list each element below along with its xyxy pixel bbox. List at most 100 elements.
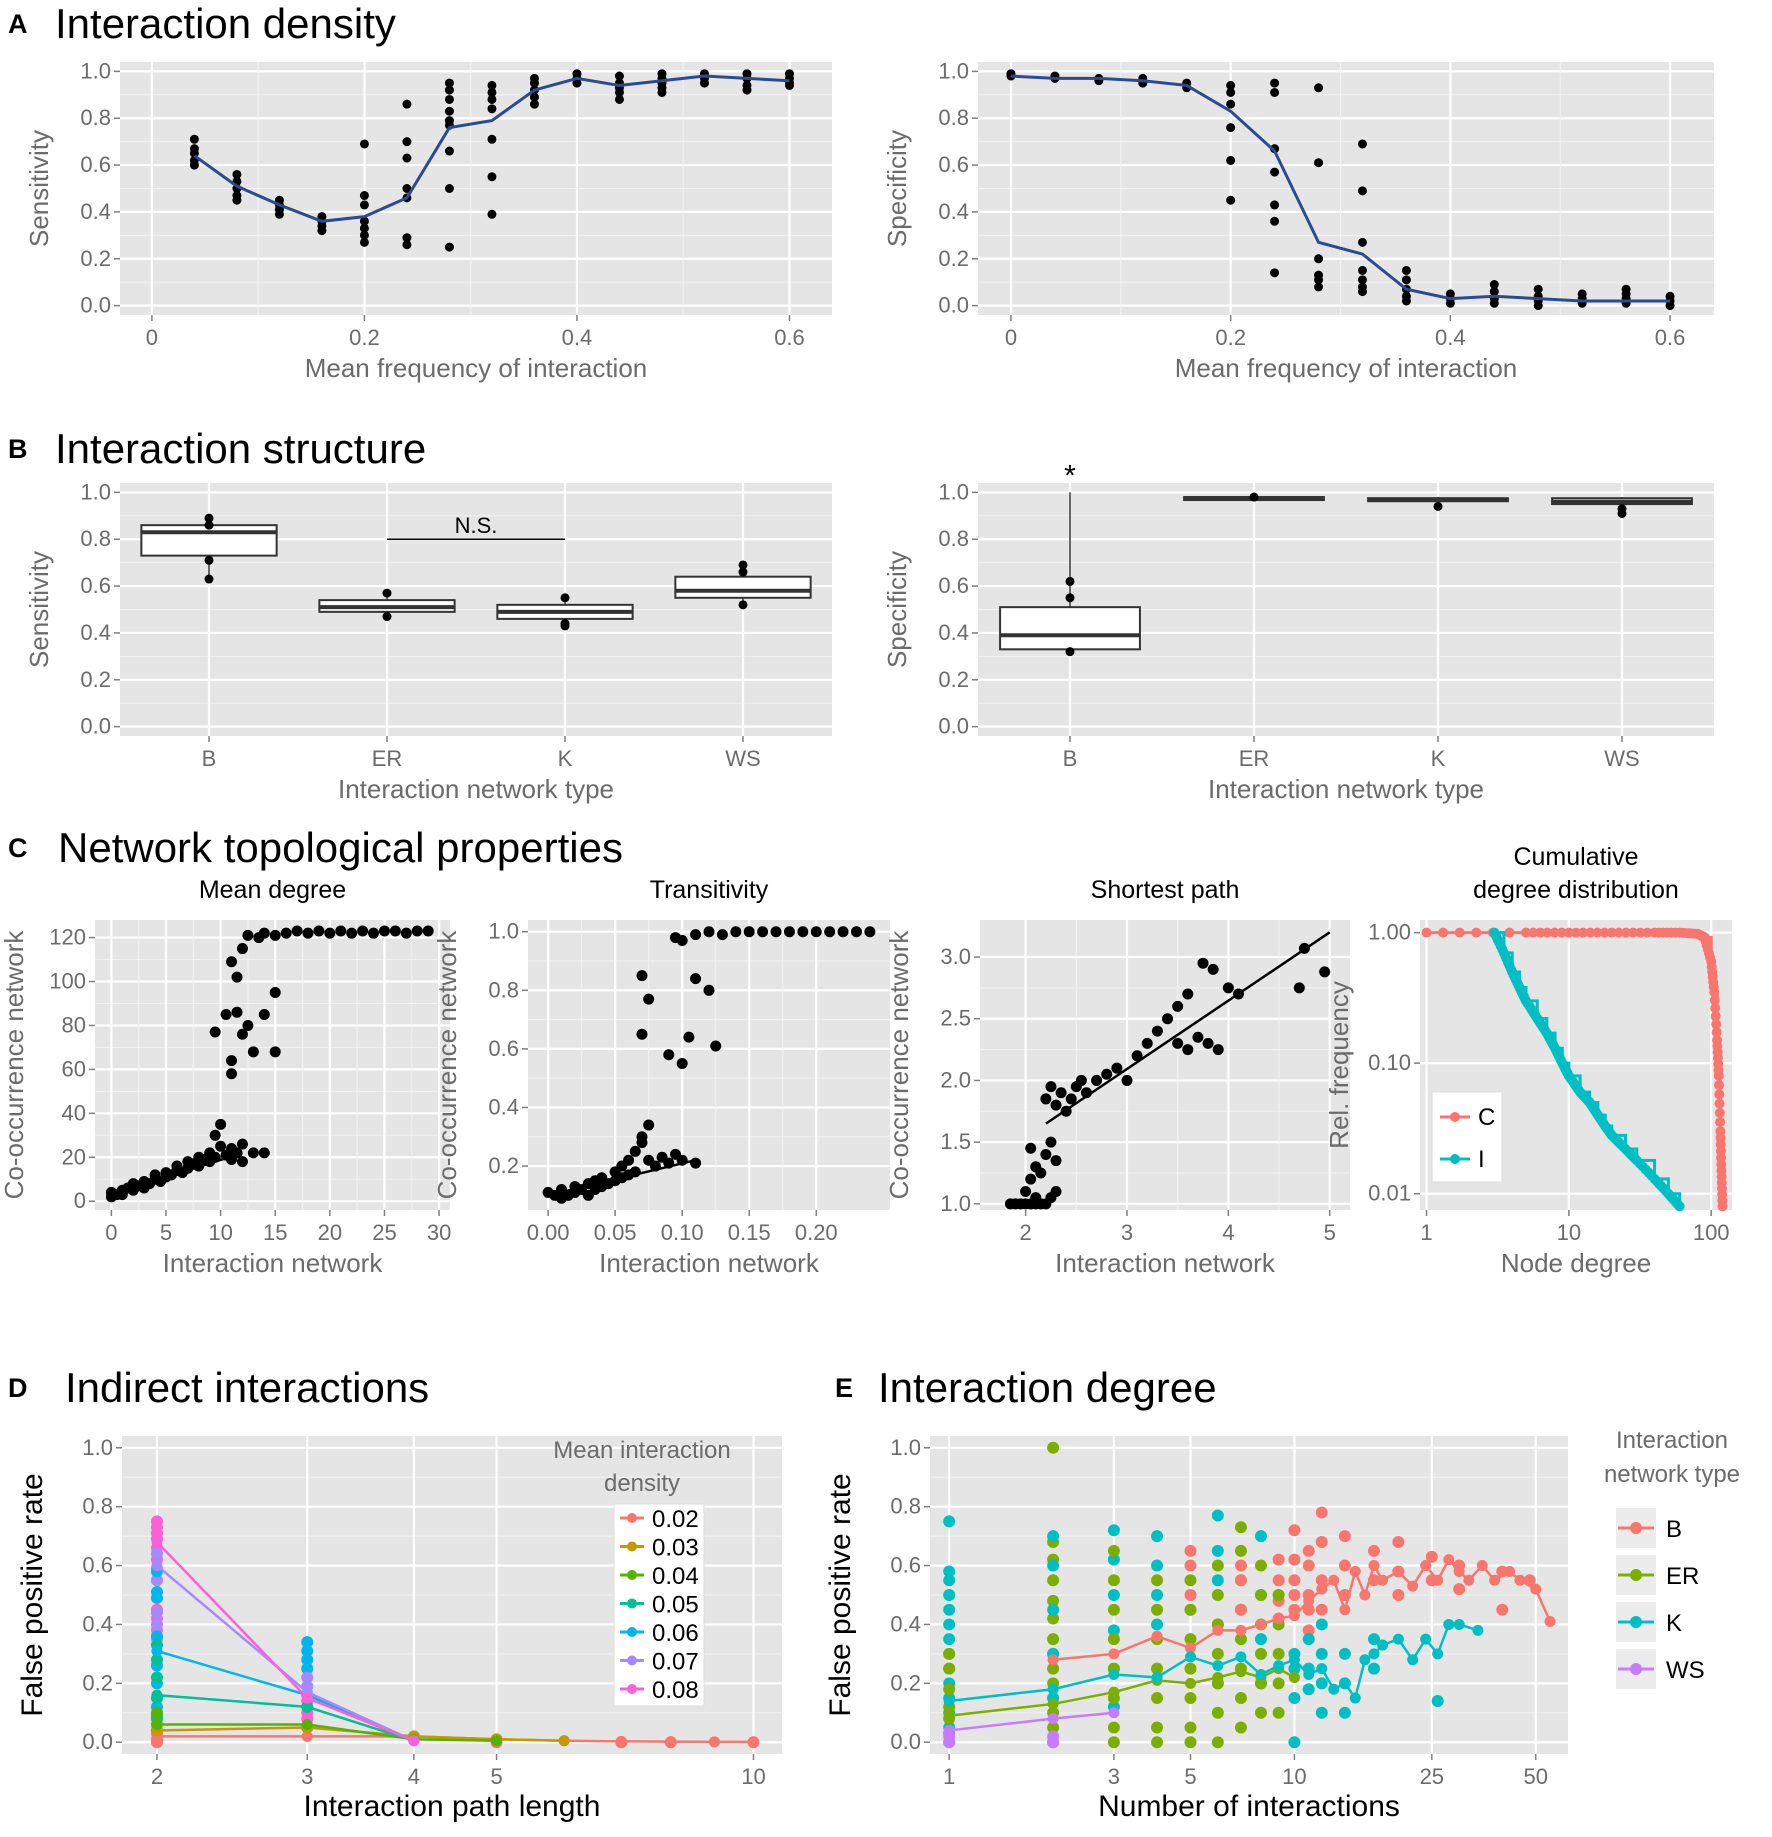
legend-label: 0.04 xyxy=(652,1563,699,1590)
data-point xyxy=(1592,927,1603,938)
data-point xyxy=(359,223,369,233)
x-axis-title: Interaction network type xyxy=(338,774,614,804)
data-point xyxy=(1184,1544,1197,1557)
x-tick-label: 2 xyxy=(1019,1220,1031,1245)
data-point xyxy=(444,94,454,104)
y-tick-label: 0.0 xyxy=(82,1729,113,1754)
data-point xyxy=(943,1515,956,1528)
series-point xyxy=(1273,1660,1285,1672)
data-point xyxy=(1504,927,1515,938)
data-point xyxy=(1234,1544,1247,1557)
data-point xyxy=(1226,155,1236,165)
series-point xyxy=(1235,1624,1247,1636)
data-point xyxy=(1315,1677,1328,1690)
series-point xyxy=(1339,1604,1351,1616)
outlier-point xyxy=(1433,501,1443,511)
series-point xyxy=(1047,1698,1059,1710)
data-point xyxy=(1075,1074,1087,1086)
data-point xyxy=(1226,80,1236,90)
x-tick-label: K xyxy=(558,746,573,771)
series-point xyxy=(1476,1560,1488,1572)
outlier-point xyxy=(560,593,570,603)
legend-swatch-point xyxy=(627,1598,637,1609)
data-point xyxy=(623,1154,635,1166)
box-body xyxy=(674,575,812,599)
outlier-point xyxy=(204,555,214,565)
x-tick-label: 0.15 xyxy=(728,1220,771,1245)
data-point xyxy=(1184,1589,1197,1601)
data-point xyxy=(487,87,497,97)
data-point xyxy=(444,184,454,193)
data-point xyxy=(1314,282,1324,292)
data-point xyxy=(1302,1624,1315,1637)
y-axis-title: Co-occurrence network xyxy=(432,930,462,1200)
data-point xyxy=(529,78,539,88)
data-point xyxy=(1272,1647,1285,1660)
data-point xyxy=(1338,1706,1351,1719)
series-point xyxy=(747,1736,759,1748)
data-point xyxy=(1107,1603,1120,1616)
panel-b-title: Interaction structure xyxy=(55,425,426,472)
chart-title: Shortest path xyxy=(1091,876,1240,904)
data-point xyxy=(1045,1081,1057,1093)
data-point xyxy=(757,926,769,938)
legend-swatch-point xyxy=(627,1570,637,1580)
data-point xyxy=(1107,1624,1120,1637)
data-point xyxy=(1714,1107,1725,1118)
series-point xyxy=(1339,1677,1351,1689)
data-point xyxy=(1050,1155,1062,1167)
x-tick-label: 1 xyxy=(943,1764,955,1789)
data-point xyxy=(1045,1192,1057,1204)
data-point xyxy=(359,230,369,240)
panel-c2: 0.2 0.4 0.6 0.8 1.0 0.00 0.05 0.10 0.15 0.20 Inter… xyxy=(432,876,890,1278)
legend-label: 0.06 xyxy=(652,1620,699,1647)
data-point xyxy=(1302,1683,1315,1696)
data-point xyxy=(1288,1589,1301,1601)
data-point xyxy=(1151,1025,1163,1037)
panel-c-letter: C xyxy=(8,833,28,863)
data-point xyxy=(676,1058,688,1070)
data-point xyxy=(810,926,822,938)
x-tick-label: 2 xyxy=(151,1764,163,1789)
outlier-point xyxy=(738,600,748,610)
data-point xyxy=(1141,1037,1153,1049)
data-point xyxy=(1101,1068,1113,1080)
data-point xyxy=(1151,1692,1164,1705)
data-point xyxy=(1711,1027,1722,1038)
y-tick-label: 0.4 xyxy=(938,620,969,645)
y-tick-label: 40 xyxy=(62,1100,86,1125)
series-point xyxy=(1184,1677,1196,1689)
outlier-point xyxy=(1617,504,1627,514)
series-point xyxy=(1151,1630,1163,1642)
x-tick-label: 30 xyxy=(427,1220,451,1245)
data-point xyxy=(1151,1662,1164,1675)
data-point xyxy=(1047,1633,1060,1646)
data-point xyxy=(657,87,667,97)
data-point xyxy=(1207,963,1219,975)
data-point xyxy=(943,1565,956,1578)
y-tick-label: 0.01 xyxy=(1368,1181,1411,1206)
data-point xyxy=(1182,1044,1194,1056)
series-point xyxy=(1255,1669,1267,1680)
data-point xyxy=(487,80,497,90)
y-tick-label: 1.00 xyxy=(1368,920,1411,945)
data-point xyxy=(487,94,497,104)
data-point xyxy=(572,78,582,88)
data-point xyxy=(487,134,497,144)
y-tick-label: 0.2 xyxy=(488,1153,519,1178)
x-tick-label: 10 xyxy=(741,1764,765,1789)
series-point xyxy=(1359,1654,1371,1666)
legend-label: I xyxy=(1478,1146,1485,1173)
series-point xyxy=(301,1701,313,1713)
trend-line xyxy=(1045,931,1331,1125)
y-tick-label: 0.4 xyxy=(80,620,111,645)
data-point xyxy=(1710,1003,1721,1014)
data-point xyxy=(215,1118,227,1130)
data-point xyxy=(703,984,715,996)
data-point xyxy=(943,1633,956,1646)
data-point xyxy=(269,1046,281,1058)
data-point xyxy=(247,1147,259,1159)
y-axis-title: Co-occurrence network xyxy=(0,930,29,1200)
y-tick-label: 60 xyxy=(62,1056,86,1081)
